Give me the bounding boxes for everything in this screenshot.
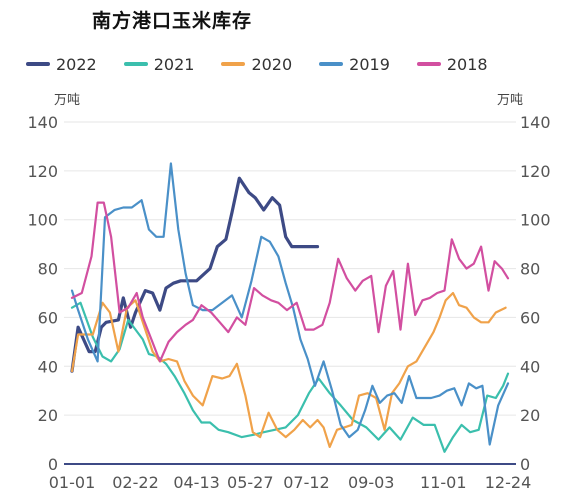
legend-swatch [319,62,344,66]
legend-swatch [221,62,246,66]
y-tick-label-right: 60 [520,308,540,327]
series-line-2022 [70,176,320,373]
y-tick-label-right: 140 [520,113,551,132]
legend-swatch [26,62,50,66]
y-tick-label-right: 100 [520,211,551,230]
legend-label: 2020 [251,54,293,74]
x-tick-label: 12-24 [485,473,532,492]
legend-label: 2018 [446,54,488,74]
x-tick-label: 04-13 [173,473,220,492]
x-tick-label: 02-22 [112,473,159,492]
y-tick-label-left: 100 [27,211,58,230]
y-tick-label-right: 40 [520,357,540,376]
y-tick-label-right: 0 [520,455,530,474]
y-axis-unit-right: 万吨 [497,93,524,108]
y-tick-label-left: 0 [48,455,58,474]
x-tick-label: 07-12 [283,473,330,492]
legend-label: 2022 [56,54,97,74]
y-tick-label-right: 20 [520,406,540,425]
y-tick-label-left: 140 [27,113,58,132]
legend-swatch [123,62,148,66]
y-tick-label-right: 80 [520,260,540,279]
y-tick-label-right: 120 [520,162,551,181]
series-line-2021 [70,301,510,453]
legend-label: 2021 [153,54,195,74]
legend: 2022 2021 2020 2019 2018 [26,52,515,76]
legend-label: 2019 [349,54,390,74]
y-tick-label-left: 120 [27,162,58,181]
legend-item-2021[interactable]: 2021 [123,54,195,74]
y-tick-label-left: 80 [38,260,58,279]
y-tick-label-left: 20 [38,406,58,425]
series-line-2019 [70,162,510,446]
x-tick-label: 05-27 [227,473,274,492]
legend-item-2019[interactable]: 2019 [319,55,390,74]
x-tick-label: 11-01 [420,473,467,492]
legend-item-2022[interactable]: 2022 [26,55,97,74]
legend-item-2018[interactable]: 2018 [416,54,488,74]
y-tick-label-left: 40 [38,357,58,376]
x-tick-label: 09-03 [348,473,395,492]
chart-title: 南方港口玉米库存 [92,10,253,32]
legend-swatch [416,62,441,66]
series-line-2018 [70,201,510,363]
series-line-2020 [70,291,507,448]
legend-item-2020[interactable]: 2020 [221,55,292,74]
x-tick-label: 01-01 [49,473,96,492]
y-axis-unit-left: 万吨 [54,93,81,108]
y-tick-label-left: 60 [38,308,58,327]
